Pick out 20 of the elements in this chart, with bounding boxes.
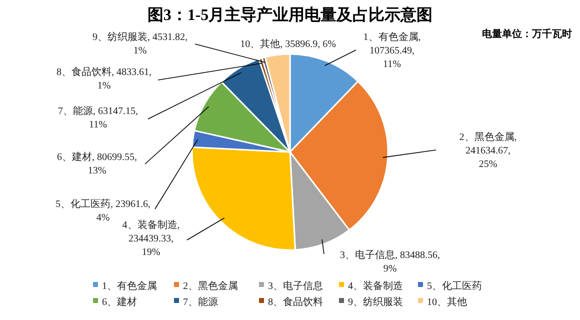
data-label: 8、食品饮料, 4833.61, 1% bbox=[56, 66, 152, 92]
data-label: 9、纺织服装, 4531.82, 1% bbox=[92, 31, 188, 56]
legend-label: 8、食品饮料 bbox=[268, 296, 323, 308]
legend-label: 1、有色金属 bbox=[102, 280, 157, 292]
legend-label: 5、化工医药 bbox=[427, 280, 482, 292]
data-label: 7、能源, 63147.15, 11% bbox=[58, 105, 138, 130]
legend-label: 2、黑色金属 bbox=[183, 280, 238, 292]
chart-title: 图3：1-5月主导产业用电量及占比示意图 bbox=[147, 5, 433, 24]
data-label: 2、黑色金属, 241634.67, 25% bbox=[459, 131, 517, 170]
data-label: 6、建材, 80699.55, 13% bbox=[57, 151, 137, 176]
legend-label: 6、建材 bbox=[102, 296, 137, 308]
data-label: 10、其他, 35896.9, 6% bbox=[240, 38, 336, 50]
legend-label: 3、电子信息 bbox=[268, 280, 323, 292]
chart-subtitle: 电量单位：万千瓦时 bbox=[482, 28, 572, 40]
data-label: 3、电子信息, 83488.56, 9% bbox=[340, 249, 440, 274]
data-label: 1、有色金属, 107365.49, 11% bbox=[363, 31, 421, 70]
legend-label: 9、纺织服装 bbox=[348, 296, 403, 308]
legend-label: 7、能源 bbox=[183, 296, 218, 308]
legend-label: 4、装备制造 bbox=[348, 280, 403, 292]
legend-label: 10、其他 bbox=[427, 296, 467, 308]
